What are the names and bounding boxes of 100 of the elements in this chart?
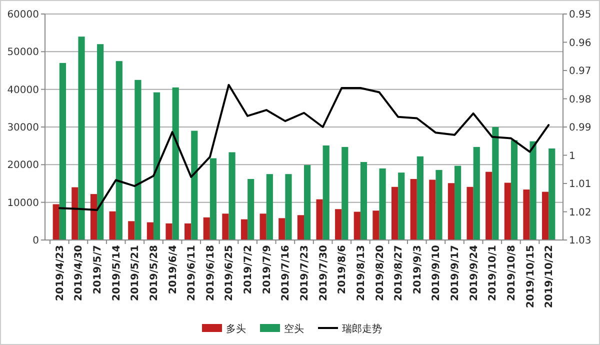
bar [128,221,135,240]
y2-tick-label: 0.99 [569,122,592,134]
y2-tick-label: 0.97 [569,66,592,77]
bar [454,166,462,240]
bar [473,146,480,240]
bar [548,148,556,240]
y2-tick-label: 1.01 [569,179,592,190]
y-tick-label: 20000 [7,160,39,172]
bar [360,162,368,240]
bar [372,210,380,240]
x-tick-label: 2019/8/20 [374,244,386,302]
bar [436,170,442,240]
x-tick-label: 2019/8/6 [337,244,348,294]
bar [304,165,311,240]
x-tick-label: 2019/9/3 [412,244,424,294]
x-tick-label: 2019/10/1 [488,244,499,302]
bar [342,146,348,240]
x-tick-label: 2019/6/11 [186,244,198,302]
x-tick-label: 2019/5/28 [148,244,160,302]
bar [228,152,236,240]
x-tick-label: 2019/6/25 [224,244,236,302]
y-tick-label: 60000 [7,10,39,20]
x-tick-label: 2019/5/7 [92,244,104,294]
bar [52,204,60,240]
x-tick-label: 2019/6/4 [168,244,179,294]
bar [260,214,266,240]
x-tick-label: 2019/10/22 [544,244,556,308]
y2-tick-label: 0.98 [569,94,592,106]
bar [391,186,398,240]
x-tick-label: 2019/7/30 [318,244,330,302]
bar [109,211,116,240]
y2-tick-label: 1 [569,150,576,162]
y-tick-label: 40000 [7,84,39,96]
x-tick-label: 2019/9/10 [431,244,442,302]
x-tick-label: 2019/9/17 [450,244,462,302]
bar [316,199,323,240]
bar [248,178,254,240]
bar [523,190,530,240]
bar [97,44,104,240]
bar [210,158,217,240]
bar [72,187,78,240]
bar [504,182,511,240]
bar [466,186,474,240]
bar [166,223,172,240]
x-tick-label: 2019/9/24 [468,244,480,302]
x-tick-label: 2019/7/23 [300,244,310,302]
bar [510,140,518,240]
x-tick-label: 2019/4/30 [74,244,85,302]
bar [78,36,85,240]
x-tick-label: 2019/5/14 [111,244,122,302]
x-tick-label: 2019/5/21 [130,244,142,302]
line-series [58,84,550,212]
bar [203,217,210,240]
x-tick-label: 2019/6/18 [205,244,216,302]
bar [492,127,499,240]
x-tick-label: 2019/7/16 [280,244,292,302]
bar [398,172,405,240]
y2-tick-label: 0.95 [569,10,592,20]
y-tick-label: 30000 [7,122,39,134]
legend-label: 瑞郎走势 [342,323,382,335]
y-tick-label: 50000 [7,47,39,58]
bar [90,194,98,240]
bar [448,183,455,240]
y-tick-label: 10000 [7,198,39,209]
y2-tick-label: 1.02 [569,207,592,218]
bar [322,145,330,240]
bar [266,174,273,240]
bar [59,62,66,240]
bar [240,219,248,240]
bar [285,174,292,240]
x-tick-label: 2019/8/27 [394,244,405,302]
bar [184,223,192,240]
x-tick-label: 2019/7/2 [243,244,254,294]
y-tick-label: 0 [32,236,39,246]
bar [146,222,154,240]
bar [379,168,386,240]
bar [530,141,536,240]
bar [191,130,198,240]
bar [278,218,286,240]
bar [116,61,122,240]
x-tick-label: 2019/10/8 [506,244,518,302]
bar [416,156,424,240]
bar [354,212,360,240]
bar [410,178,417,240]
bar [335,209,342,240]
bar [153,92,160,240]
bar [429,180,436,240]
bar [222,214,229,240]
bar [486,172,492,240]
x-tick-label: 2019/4/23 [54,244,66,302]
bar [172,87,179,240]
bar [542,192,549,240]
x-tick-label: 2019/7/9 [262,244,273,294]
bar [297,215,304,240]
bar [134,80,142,240]
x-tick-label: 2019/8/13 [356,244,367,302]
x-tick-label: 2019/10/15 [525,244,536,308]
y2-tick-label: 0.96 [569,38,592,49]
legend-label: 空头 [284,323,304,335]
y2-tick-label: 1.03 [569,236,592,246]
